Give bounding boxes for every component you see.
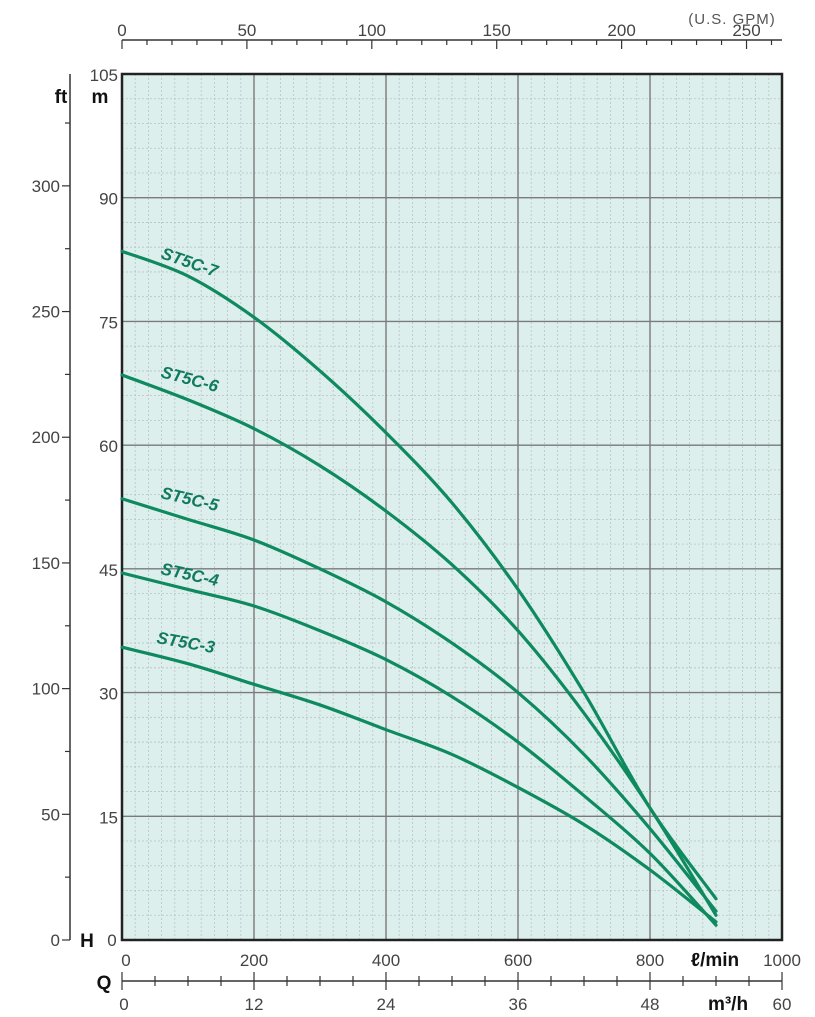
plot-frame xyxy=(120,72,784,942)
lmin-unit-label: ℓ/min xyxy=(691,950,739,971)
lmin-tick-label: 600 xyxy=(504,951,532,970)
ft-tick-label: 150 xyxy=(32,554,60,573)
m-tick-label: 15 xyxy=(99,808,118,827)
ft-tick-label: 300 xyxy=(32,177,60,196)
lmin-tick-label: 200 xyxy=(240,951,268,970)
m-tick-label: 45 xyxy=(99,561,118,580)
m-unit-label: m xyxy=(92,87,109,108)
top-tick-label: 250 xyxy=(732,21,760,40)
top-tick-label: 150 xyxy=(483,21,511,40)
lmin-tick-label: 0 xyxy=(121,951,130,970)
m3h-unit-label: m³/h xyxy=(708,994,748,1015)
m3h-tick-label: 0 xyxy=(119,995,128,1014)
m3h-tick-label: 24 xyxy=(377,995,396,1014)
lmin-tick-label: 800 xyxy=(636,951,664,970)
m-tick-label: 30 xyxy=(99,685,118,704)
m-tick-label: 105 xyxy=(90,66,118,85)
m-tick-label: 75 xyxy=(99,313,118,332)
axis-left-ft: 0 50 100 150 200 250 300 xyxy=(32,74,71,950)
m3h-tick-label: 60 xyxy=(773,995,792,1014)
curve-st5c-5 xyxy=(120,497,718,913)
m3h-tick-label: 36 xyxy=(509,995,528,1014)
m-tick-label: 60 xyxy=(99,437,118,456)
top-tick-label: 100 xyxy=(358,21,386,40)
curve-st5c-4 xyxy=(120,571,718,927)
curve-st5c-3 xyxy=(120,645,718,924)
curves xyxy=(120,249,718,927)
lmin-tick-label: 400 xyxy=(372,951,400,970)
top-tick-label: 200 xyxy=(607,21,635,40)
lmin-tick-label: 1000 xyxy=(763,951,801,970)
curve-st5c-6 xyxy=(120,373,718,917)
m3h-tick-label: 48 xyxy=(641,995,660,1014)
ft-tick-label: 50 xyxy=(41,805,60,824)
head-letter-label: H xyxy=(80,931,94,952)
top-tick-label: 0 xyxy=(117,21,126,40)
axis-left-m: 15 30 45 60 75 90 105 0 xyxy=(90,66,118,950)
curve-st5c-7 xyxy=(120,249,718,901)
ft-tick-label: 100 xyxy=(32,680,60,699)
ft-tick-label: 250 xyxy=(32,303,60,322)
top-tick-label: 50 xyxy=(237,21,256,40)
top-unit-label: (U.S. GPM) xyxy=(688,11,776,28)
axis-bottom-lmin: 0 200 400 600 800 1000 xyxy=(121,951,801,970)
ft-tick-label: 0 xyxy=(51,931,60,950)
axis-bottom-m3h: 0 12 24 36 48 60 xyxy=(119,972,791,1014)
m3h-tick-label: 12 xyxy=(245,995,264,1014)
m-tick-label: 0 xyxy=(107,931,116,950)
axis-top-gpm: 0 50 100 150 200 250 xyxy=(117,21,782,49)
ft-unit-label: ft xyxy=(55,87,68,108)
ft-tick-label: 200 xyxy=(32,428,60,447)
flow-letter-label: Q xyxy=(97,973,112,994)
m-tick-label: 90 xyxy=(99,190,118,209)
